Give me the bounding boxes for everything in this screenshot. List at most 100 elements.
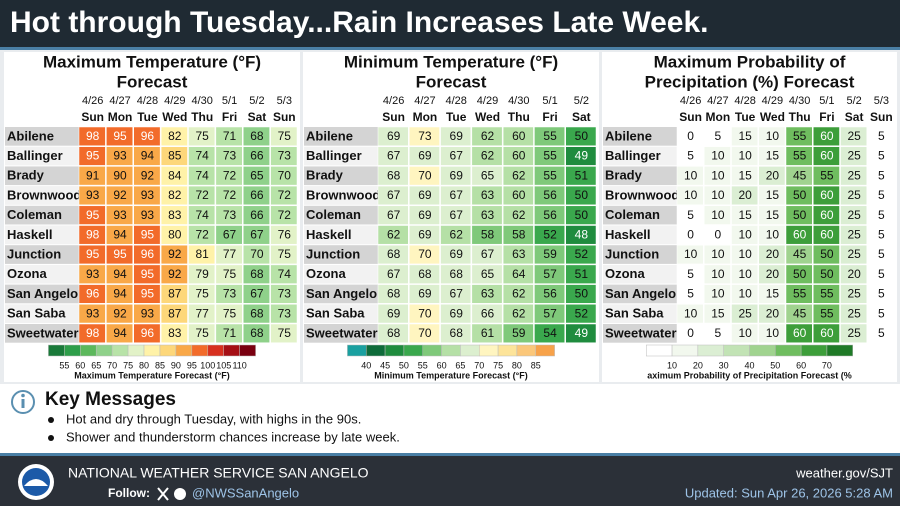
value-label: 0 bbox=[687, 326, 694, 340]
value-label: 25 bbox=[847, 129, 861, 143]
value-cell bbox=[704, 244, 731, 265]
value-cell bbox=[270, 304, 298, 324]
legend-tick: 80 bbox=[512, 360, 522, 370]
name-cell bbox=[5, 245, 79, 264]
value-cell bbox=[704, 205, 731, 225]
legend-swatch bbox=[347, 344, 367, 357]
value-cell bbox=[785, 166, 813, 186]
value-cell bbox=[867, 244, 895, 265]
value-label: 10 bbox=[711, 267, 725, 281]
value-label: 25 bbox=[847, 149, 861, 163]
date-label: 5/1 bbox=[222, 95, 237, 107]
value-label: 96 bbox=[141, 129, 155, 143]
value-cell bbox=[565, 126, 597, 146]
value-cell bbox=[676, 166, 704, 186]
value-label: 15 bbox=[766, 188, 780, 202]
bullet bbox=[48, 417, 54, 423]
value-cell bbox=[106, 304, 133, 324]
legend-swatch bbox=[671, 344, 699, 357]
value-cell bbox=[133, 304, 161, 324]
value-cell bbox=[270, 126, 298, 146]
value-label: 56 bbox=[543, 208, 557, 222]
value-label: 10 bbox=[738, 326, 752, 340]
value-cell bbox=[188, 323, 216, 343]
date-label: 5/1 bbox=[819, 95, 834, 107]
value-label: 81 bbox=[196, 247, 210, 261]
value-cell bbox=[243, 205, 270, 225]
value-label: 5 bbox=[878, 267, 885, 281]
legend-swatch bbox=[403, 344, 423, 357]
value-cell bbox=[270, 185, 298, 206]
value-label: 20 bbox=[766, 247, 780, 261]
value-label: 69 bbox=[418, 149, 432, 163]
value-cell bbox=[78, 146, 106, 166]
footer-handle[interactable]: @NWSSanAngelo bbox=[192, 485, 299, 500]
value-cell bbox=[243, 166, 270, 186]
legend-swatch bbox=[191, 344, 209, 357]
value-cell bbox=[731, 323, 758, 343]
value-label: 68 bbox=[250, 129, 264, 143]
value-cell bbox=[785, 185, 813, 206]
value-label: 93 bbox=[86, 188, 100, 202]
value-cell bbox=[565, 225, 597, 245]
value-cell bbox=[215, 264, 243, 284]
value-label: 67 bbox=[450, 287, 464, 301]
value-cell bbox=[502, 264, 534, 284]
value-cell bbox=[840, 284, 867, 304]
legend-swatch bbox=[95, 344, 113, 357]
legend-tick: 10 bbox=[667, 360, 677, 370]
day-label: Sat bbox=[845, 110, 864, 124]
day-label: Thu bbox=[789, 110, 811, 124]
value-label: 10 bbox=[738, 149, 752, 163]
value-label: 63 bbox=[512, 247, 526, 261]
value-cell bbox=[78, 244, 106, 265]
value-label: 95 bbox=[86, 149, 100, 163]
value-cell bbox=[215, 284, 243, 304]
value-cell bbox=[534, 264, 565, 284]
value-label: 25 bbox=[847, 188, 861, 202]
footer-office: NATIONAL WEATHER SERVICE SAN ANGELO bbox=[68, 465, 369, 481]
value-label: 10 bbox=[766, 129, 780, 143]
value-cell bbox=[106, 244, 133, 265]
legend-swatch bbox=[460, 344, 480, 357]
value-label: 67 bbox=[223, 228, 237, 242]
value-label: 25 bbox=[847, 247, 861, 261]
legend-tick: 70 bbox=[822, 360, 832, 370]
value-label: 96 bbox=[141, 326, 155, 340]
value-label: 66 bbox=[250, 188, 264, 202]
value-cell bbox=[813, 323, 840, 343]
value-cell bbox=[409, 146, 440, 166]
value-cell bbox=[813, 244, 840, 265]
value-label: 5 bbox=[687, 287, 694, 301]
legend-swatch bbox=[723, 344, 750, 357]
legend-tick: 80 bbox=[139, 360, 149, 370]
footer-website[interactable]: weather.gov/SJT bbox=[795, 465, 893, 480]
facebook-icon[interactable] bbox=[174, 488, 186, 500]
legend-tick: 55 bbox=[59, 360, 69, 370]
value-label: 60 bbox=[820, 208, 834, 222]
station-name: Haskell bbox=[306, 227, 352, 242]
value-cell bbox=[377, 323, 409, 343]
name-cell bbox=[304, 127, 378, 146]
station-name: Brady bbox=[605, 168, 643, 183]
value-cell bbox=[704, 126, 731, 146]
value-cell bbox=[502, 244, 534, 265]
value-cell bbox=[867, 323, 895, 343]
value-cell bbox=[731, 264, 758, 284]
value-label: 74 bbox=[278, 267, 292, 281]
value-cell bbox=[106, 205, 133, 225]
value-label: 68 bbox=[387, 168, 401, 182]
value-cell bbox=[78, 323, 106, 343]
value-cell bbox=[270, 284, 298, 304]
value-label: 68 bbox=[250, 306, 264, 320]
value-label: 76 bbox=[278, 228, 292, 242]
legend-tick: 105 bbox=[216, 360, 231, 370]
x-icon[interactable] bbox=[157, 487, 169, 501]
value-cell bbox=[840, 304, 867, 324]
value-cell bbox=[785, 304, 813, 324]
value-label: 65 bbox=[481, 267, 495, 281]
day-label: Sun bbox=[382, 110, 405, 124]
value-label: 25 bbox=[847, 326, 861, 340]
name-cell bbox=[5, 186, 79, 205]
